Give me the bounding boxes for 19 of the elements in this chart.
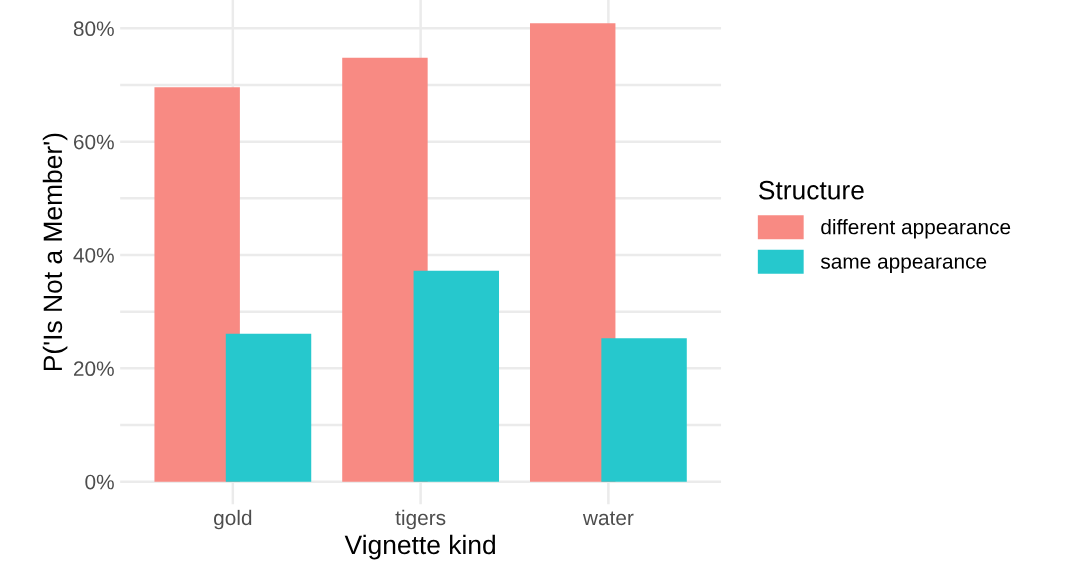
x-tick-label: water <box>582 511 634 526</box>
y-axis-title: P('Is Not a Member') <box>42 133 68 371</box>
bar <box>225 333 312 482</box>
legend-title: Structure <box>759 180 864 200</box>
y-tick-label: 20% <box>73 361 114 377</box>
bar <box>342 57 428 482</box>
bar <box>529 23 616 482</box>
legend-label: same appearance <box>820 257 987 273</box>
bar <box>413 270 500 482</box>
y-tick-label: 80% <box>73 21 114 37</box>
bar <box>601 338 687 482</box>
y-tick-label: 0% <box>85 474 114 490</box>
x-tick-label: tigers <box>395 509 446 530</box>
x-tick-label: gold <box>214 509 252 530</box>
y-tick-label: 40% <box>73 247 114 263</box>
legend-label: different appearance <box>821 219 1011 239</box>
bar <box>154 87 240 482</box>
y-tick-label: 60% <box>73 134 114 150</box>
x-axis-title: Vignette kind <box>344 534 495 560</box>
